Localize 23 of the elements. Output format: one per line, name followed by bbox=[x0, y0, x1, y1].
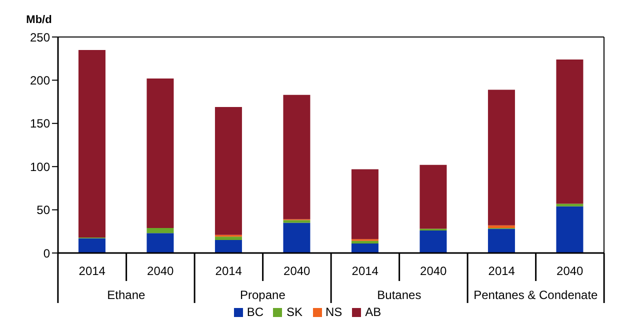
x-tick-label: 2014 bbox=[78, 264, 106, 278]
x-tick-label: 2014 bbox=[215, 264, 242, 278]
x-tick-label: 2014 bbox=[488, 264, 516, 278]
legend-label: AB bbox=[365, 305, 382, 319]
y-tick-label: 0 bbox=[43, 246, 50, 260]
legend-label: NS bbox=[326, 305, 342, 319]
x-tick-label: 2014 bbox=[352, 264, 379, 278]
x-tick-label: 2040 bbox=[420, 264, 448, 278]
y-tick-label: 50 bbox=[36, 203, 50, 218]
legend-label: BC bbox=[246, 305, 264, 319]
legend-label: SK bbox=[286, 305, 302, 319]
text: Pentanes & Condenate bbox=[474, 288, 598, 302]
text: Butanes bbox=[377, 288, 422, 302]
y-tick-label: 250 bbox=[30, 30, 50, 44]
y-tick-label: 150 bbox=[30, 116, 50, 131]
x-tick-label: 2040 bbox=[556, 264, 584, 278]
y-tick-label: 200 bbox=[30, 73, 50, 88]
y-tick-label: 100 bbox=[30, 160, 50, 174]
x-tick-label: 2040 bbox=[284, 264, 311, 278]
x-tick-label: 2040 bbox=[147, 264, 174, 278]
text: Propane bbox=[240, 288, 286, 302]
y-axis-title: Mb/d bbox=[26, 14, 52, 26]
text: Ethane bbox=[107, 288, 146, 302]
